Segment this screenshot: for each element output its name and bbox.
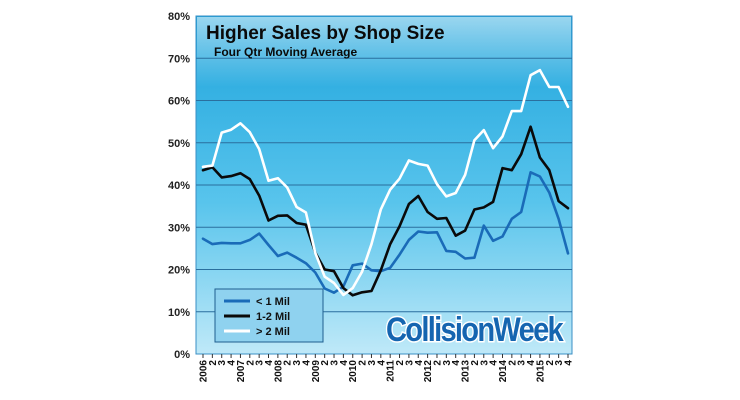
y-tick-label: 20%: [168, 265, 190, 277]
legend-label-lt1mil: < 1 Mil: [256, 296, 290, 308]
x-tick-label: 2: [507, 360, 518, 366]
collisionweek-logo: CollisionWeek: [386, 311, 564, 349]
x-tick-label: 4: [526, 360, 537, 366]
x-tick-label: 4: [301, 360, 312, 366]
y-axis-tick-labels: 0% 10% 20% 30% 40% 50% 60% 70% 80%: [168, 11, 190, 361]
x-tick-label: 4: [564, 360, 575, 366]
x-tick-label: 2: [208, 360, 219, 366]
x-tick-label: 2: [358, 360, 369, 366]
x-tick-label: 4: [451, 360, 462, 366]
y-tick-label: 10%: [168, 307, 190, 319]
x-tick-label: 2014: [498, 360, 509, 383]
x-tick-label: 2008: [273, 360, 284, 383]
series-line-0-1-mil: [201, 171, 570, 295]
x-tick-label: 4: [264, 360, 275, 366]
chart-title: Higher Sales by Shop Size: [206, 23, 445, 44]
x-tick-label: 2: [470, 360, 481, 366]
x-tick-label: 2: [545, 360, 556, 366]
x-tick-label: 3: [554, 360, 565, 366]
x-tick-label: 3: [217, 360, 228, 366]
y-tick-label: 40%: [168, 180, 190, 192]
x-tick-label: 2006: [199, 360, 210, 383]
x-tick-label: 4: [414, 360, 425, 366]
plot-highlight: [197, 17, 571, 87]
x-tick-label: 2015: [535, 360, 546, 383]
x-tick-label: 2: [283, 360, 294, 366]
series-line-2-2-mil: [201, 68, 570, 297]
x-tick-label: 3: [330, 360, 341, 366]
x-tick-label: 3: [442, 360, 453, 366]
x-tick-label: 3: [517, 360, 528, 366]
y-tick-label: 80%: [168, 11, 190, 23]
x-tick-label: 4: [376, 360, 387, 366]
x-tick-label: 3: [479, 360, 490, 366]
legend: < 1 Mil 1-2 Mil > 2 Mil: [214, 288, 324, 343]
legend-label-gt2mil: > 2 Mil: [256, 326, 290, 338]
x-tick-label: 2010: [348, 360, 359, 383]
x-tick-label: 2007: [236, 360, 247, 383]
gridlines: [196, 57, 572, 313]
series-lines: [201, 68, 570, 297]
legend-label-1to2mil: 1-2 Mil: [256, 311, 290, 323]
x-tick-label: 2012: [423, 360, 434, 383]
y-tick-label: 70%: [168, 53, 190, 65]
y-tick-label: 0%: [174, 349, 190, 361]
x-tick-label: 2009: [311, 360, 322, 383]
y-tick-label: 30%: [168, 222, 190, 234]
x-tick-label: 2013: [461, 360, 472, 383]
x-axis-tick-labels: 2006234200723420082342009234201023420112…: [199, 354, 575, 382]
x-tick-label: 3: [255, 360, 266, 366]
y-tick-label: 60%: [168, 96, 190, 108]
x-tick-label: 3: [367, 360, 378, 366]
x-tick-label: 3: [404, 360, 415, 366]
series-line-1-1-2-mil: [201, 125, 570, 297]
x-tick-label: 4: [227, 360, 238, 366]
y-tick-label: 50%: [168, 138, 190, 150]
x-tick-label: 2: [245, 360, 256, 366]
x-tick-label: 2011: [386, 360, 397, 382]
x-tick-label: 2: [395, 360, 406, 366]
x-tick-label: 3: [292, 360, 303, 366]
x-tick-label: 2: [320, 360, 331, 366]
x-tick-label: 2: [432, 360, 443, 366]
x-tick-label: 4: [489, 360, 500, 366]
x-tick-label: 4: [339, 360, 350, 366]
chart-subtitle: Four Qtr Moving Average: [214, 45, 357, 59]
